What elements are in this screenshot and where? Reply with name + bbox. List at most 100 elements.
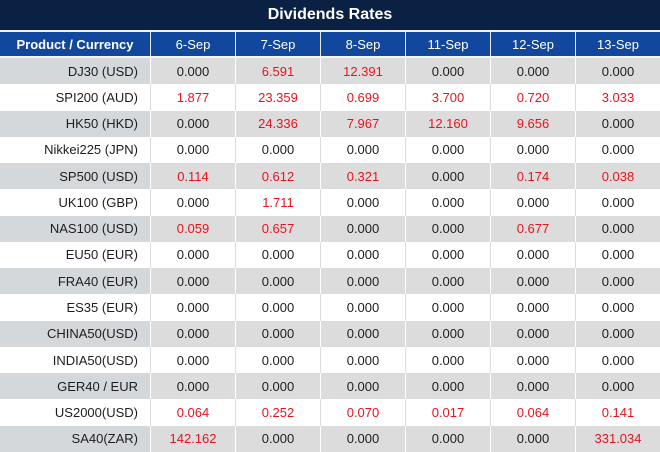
table-row: GER40 / EUR 0.000 0.000 0.000 0.000 0.00… <box>0 373 660 400</box>
value-cell: 0.000 <box>490 373 575 400</box>
value-cell: 12.391 <box>320 58 405 85</box>
value-cell: 0.000 <box>490 294 575 321</box>
value-cell: 0.070 <box>320 399 405 426</box>
value-cell: 0.321 <box>320 163 405 190</box>
value-cell: 0.000 <box>150 136 235 164</box>
value-cell: 0.000 <box>405 136 490 164</box>
value-cell: 0.174 <box>490 163 575 190</box>
table-row: ES35 (EUR) 0.000 0.000 0.000 0.000 0.000… <box>0 294 660 321</box>
value-cell: 0.000 <box>320 189 405 216</box>
table-row: SPI200 (AUD) 1.877 23.359 0.699 3.700 0.… <box>0 84 660 111</box>
column-header-date-6: 13-Sep <box>575 32 660 56</box>
product-cell: INDIA50(USD) <box>52 352 138 368</box>
product-cell: FRA40 (EUR) <box>0 268 150 295</box>
table-row: SP500 (USD) 0.114 0.612 0.321 0.000 0.17… <box>0 163 660 190</box>
value-cell: 0.000 <box>405 58 490 85</box>
product-cell: US2000(USD) <box>54 405 138 421</box>
value-cell: 0.000 <box>405 215 490 242</box>
value-cell: 0.000 <box>235 373 320 400</box>
table-row: EU50 (EUR) 0.000 0.000 0.000 0.000 0.000… <box>0 241 660 269</box>
value-cell: 0.000 <box>490 425 575 452</box>
table-row: CHINA50(USD) 0.000 0.000 0.000 0.000 0.0… <box>0 320 660 347</box>
product-cell: EU50 (EUR) <box>65 247 138 263</box>
value-cell: 0.000 <box>150 320 235 347</box>
table-row: UK100 (GBP) 0.000 1.711 0.000 0.000 0.00… <box>0 189 660 216</box>
value-cell: 0.612 <box>235 163 320 190</box>
value-cell: 0.000 <box>150 346 235 374</box>
value-cell: 0.064 <box>490 399 575 426</box>
value-cell: 23.359 <box>235 84 320 111</box>
value-cell: 0.000 <box>150 373 235 400</box>
value-cell: 0.000 <box>235 268 320 295</box>
value-cell: 0.000 <box>575 373 660 400</box>
value-cell: 0.000 <box>320 294 405 321</box>
value-cell: 0.000 <box>235 294 320 321</box>
value-cell: 0.000 <box>405 189 490 216</box>
column-header-date-1: 6-Sep <box>150 32 235 56</box>
value-cell: 6.591 <box>235 58 320 85</box>
column-header-product-currency: Product / Currency <box>16 36 134 52</box>
value-cell: 0.000 <box>150 110 235 137</box>
value-cell: 0.000 <box>490 58 575 85</box>
value-cell: 331.034 <box>575 425 660 452</box>
product-cell: SPI200 (AUD) <box>55 89 138 105</box>
value-cell: 24.336 <box>235 110 320 137</box>
product-cell: Nikkei225 (JPN) <box>44 142 138 158</box>
value-cell: 12.160 <box>405 110 490 137</box>
value-cell: 0.000 <box>150 58 235 85</box>
value-cell: 0.000 <box>320 373 405 400</box>
product-cell: CHINA50(USD) <box>0 320 150 347</box>
value-cell: 142.162 <box>150 425 235 452</box>
value-cell: 0.000 <box>150 294 235 321</box>
value-cell: 0.000 <box>405 373 490 400</box>
value-cell: 0.000 <box>405 241 490 269</box>
table-header-row: Product / Currency 6-Sep 7-Sep 8-Sep 11-… <box>0 32 660 58</box>
value-cell: 0.699 <box>320 84 405 111</box>
table-row: SA40(ZAR) 142.162 0.000 0.000 0.000 0.00… <box>0 425 660 452</box>
column-header-date-3: 8-Sep <box>320 32 405 56</box>
value-cell: 0.000 <box>575 294 660 321</box>
value-cell: 0.000 <box>405 294 490 321</box>
value-cell: 1.877 <box>150 84 235 111</box>
value-cell: 0.038 <box>575 163 660 190</box>
value-cell: 0.000 <box>490 136 575 164</box>
table-row: Nikkei225 (JPN) 0.000 0.000 0.000 0.000 … <box>0 136 660 164</box>
page-title: Dividends Rates <box>0 0 660 32</box>
table-body: DJ30 (USD) 0.000 6.591 12.391 0.000 0.00… <box>0 58 660 452</box>
column-header-date-4: 11-Sep <box>405 32 490 56</box>
value-cell: 0.059 <box>150 215 235 242</box>
table-row: HK50 (HKD) 0.000 24.336 7.967 12.160 9.6… <box>0 110 660 137</box>
value-cell: 0.000 <box>575 58 660 85</box>
column-header-date-2: 7-Sep <box>235 32 320 56</box>
value-cell: 0.017 <box>405 399 490 426</box>
product-cell: UK100 (GBP) <box>58 194 138 210</box>
table-row: NAS100 (USD) 0.059 0.657 0.000 0.000 0.6… <box>0 215 660 242</box>
value-cell: 0.000 <box>150 268 235 295</box>
value-cell: 0.000 <box>575 346 660 374</box>
value-cell: 0.000 <box>235 320 320 347</box>
table-row: US2000(USD) 0.064 0.252 0.070 0.017 0.06… <box>0 399 660 426</box>
product-cell: SA40(ZAR) <box>0 425 150 452</box>
value-cell: 0.000 <box>235 346 320 374</box>
value-cell: 0.000 <box>490 346 575 374</box>
product-cell: ES35 (EUR) <box>66 300 138 316</box>
value-cell: 9.656 <box>490 110 575 137</box>
value-cell: 0.657 <box>235 215 320 242</box>
value-cell: 7.967 <box>320 110 405 137</box>
value-cell: 0.000 <box>405 346 490 374</box>
value-cell: 0.114 <box>150 163 235 190</box>
value-cell: 0.000 <box>320 346 405 374</box>
value-cell: 0.252 <box>235 399 320 426</box>
value-cell: 0.000 <box>320 268 405 295</box>
value-cell: 0.677 <box>490 215 575 242</box>
value-cell: 0.000 <box>320 425 405 452</box>
value-cell: 0.000 <box>405 268 490 295</box>
value-cell: 0.000 <box>490 189 575 216</box>
value-cell: 1.711 <box>235 189 320 216</box>
product-cell: SP500 (USD) <box>0 163 150 190</box>
value-cell: 0.000 <box>575 189 660 216</box>
value-cell: 0.000 <box>235 136 320 164</box>
product-cell: NAS100 (USD) <box>0 215 150 242</box>
product-cell: DJ30 (USD) <box>0 58 150 85</box>
value-cell: 0.000 <box>150 241 235 269</box>
